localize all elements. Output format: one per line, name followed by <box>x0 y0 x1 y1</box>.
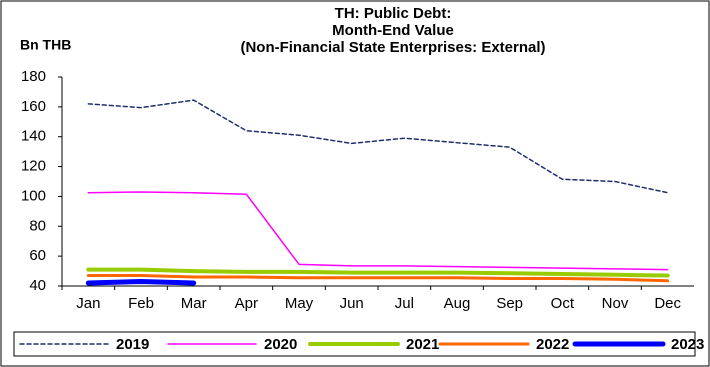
series-line <box>86 274 670 283</box>
x-tick-label: Jul <box>395 295 414 312</box>
y-tick-label: 140 <box>21 128 46 145</box>
legend-label: 2021 <box>406 336 439 353</box>
legend-label: 2020 <box>264 336 297 353</box>
series-line <box>86 267 670 278</box>
y-tick-label: 160 <box>21 98 46 115</box>
legend-label: 2022 <box>536 336 569 353</box>
y-tick-label: 60 <box>29 247 46 264</box>
legend-label: 2019 <box>116 336 149 353</box>
x-tick-label: Oct <box>551 295 575 312</box>
x-tick-label: Dec <box>654 295 681 312</box>
x-tick-label: Apr <box>235 295 258 312</box>
x-tick-label: Feb <box>128 295 154 312</box>
legend-label: 2023 <box>671 336 704 353</box>
y-tick-label: 120 <box>21 158 46 175</box>
x-tick-label: Jan <box>76 295 100 312</box>
x-tick-label: Nov <box>602 295 629 312</box>
series-line <box>85 279 197 286</box>
x-tick-label: Mar <box>181 295 207 312</box>
chart-title: (Non-Financial State Enterprises: Extern… <box>240 39 545 56</box>
x-tick-label: May <box>285 295 314 312</box>
y-tick-label: 80 <box>29 217 46 234</box>
x-tick-label: Sep <box>496 295 523 312</box>
chart-title: TH: Public Debt: <box>335 5 452 22</box>
y-tick-label: 100 <box>21 187 46 204</box>
x-tick-label: Jun <box>340 295 364 312</box>
y-tick-label: 180 <box>21 68 46 85</box>
series-line <box>87 191 669 271</box>
y-tick-label: 40 <box>29 277 46 294</box>
x-tick-label: Aug <box>444 295 471 312</box>
chart-title: Month-End Value <box>332 22 454 39</box>
y-axis-label: Bn THB <box>20 37 71 53</box>
